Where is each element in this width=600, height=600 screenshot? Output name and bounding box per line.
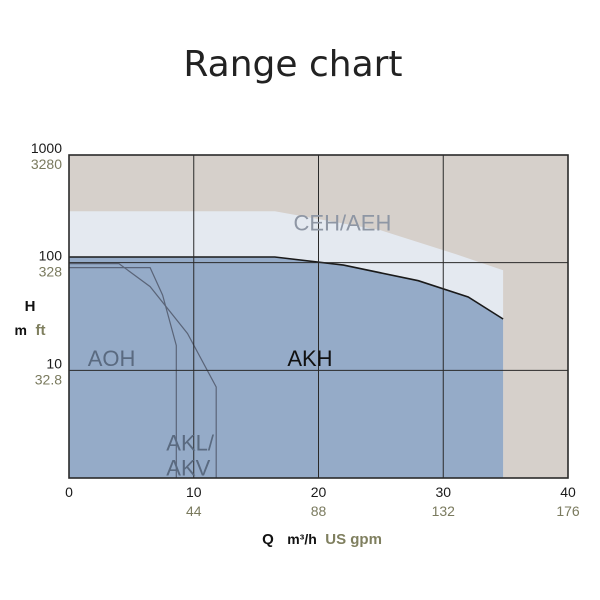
y-axis-units: m ft <box>15 322 46 339</box>
region-label-line: AKV <box>166 456 210 481</box>
y-axis-title: H m ft <box>15 298 46 339</box>
y-tick-label-secondary: 328 <box>39 264 63 280</box>
region-label-ceh-aeh: CEH/AEH <box>294 210 392 235</box>
region-label-akl-akv: AKL/AKV <box>166 431 215 481</box>
region-label-line: CEH/AEH <box>294 210 392 235</box>
x-tick-label-secondary: 88 <box>311 503 327 519</box>
x-tick-label-primary: 30 <box>435 484 451 500</box>
x-tick-label-secondary: 176 <box>556 503 580 519</box>
x-axis-units: Q m³/h US gpm <box>262 531 382 548</box>
x-axis-symbol: Q <box>262 531 274 548</box>
grid-lines <box>69 155 568 478</box>
region-label-line: AKH <box>287 346 332 371</box>
region-label-aoh: AOH <box>88 346 136 371</box>
y-axis-unit-secondary: ft <box>35 322 45 339</box>
region-label-line: AKL/ <box>166 431 215 456</box>
region-label-line: AOH <box>88 346 136 371</box>
y-tick-label-primary: 10 <box>46 355 62 371</box>
y-tick-label-primary: 100 <box>39 248 63 264</box>
region-aoh-boundary <box>69 267 177 478</box>
x-axis-unit-secondary: US gpm <box>325 531 382 548</box>
plot-frame <box>68 154 569 479</box>
region-akl-akv-boundary <box>69 263 217 478</box>
y-tick-label-secondary: 3280 <box>31 156 62 172</box>
x-axis-unit-primary: m³/h <box>287 531 317 547</box>
x-tick-label-secondary: 44 <box>186 503 202 519</box>
x-tick-label-primary: 10 <box>186 484 202 500</box>
x-tick-label-primary: 0 <box>65 484 73 500</box>
x-axis-title: Q m³/h US gpm <box>262 531 382 548</box>
region-label-akh: AKH <box>287 346 332 371</box>
region-akh-top-curve <box>69 256 504 320</box>
y-tick-label-secondary: 32.8 <box>35 371 62 387</box>
x-axis: 0 10 44 20 88 30 132 40 176 <box>65 484 580 519</box>
y-axis-unit-primary: m <box>15 322 27 338</box>
y-axis-symbol: H <box>25 298 36 315</box>
x-tick-label-secondary: 132 <box>432 503 456 519</box>
x-tick-label-primary: 40 <box>560 484 576 500</box>
y-tick-label-primary: 1000 <box>31 140 62 156</box>
plot-area: CEH/AEH AKH AOH AKL/AKV <box>68 154 569 481</box>
x-tick-label-primary: 20 <box>311 484 327 500</box>
chart-title: Range chart <box>183 44 402 85</box>
region-akh <box>69 257 504 478</box>
